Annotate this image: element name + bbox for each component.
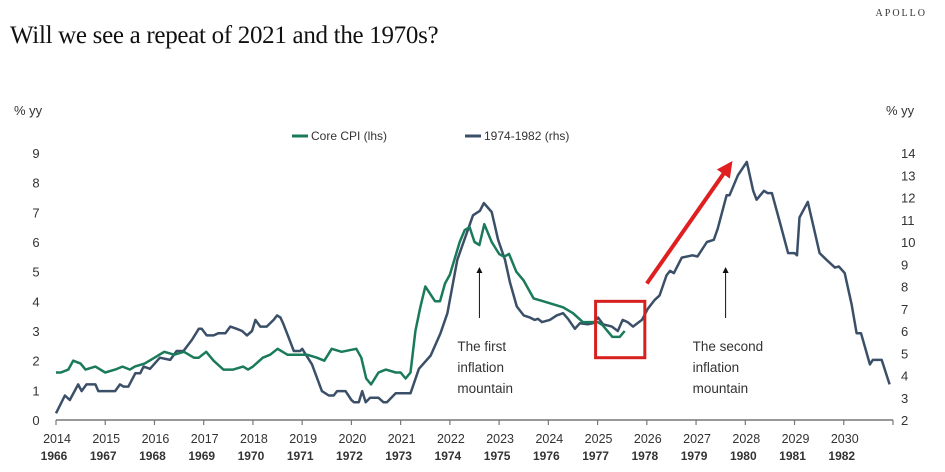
- x-tick-label-1970s-year: 1976: [533, 449, 560, 463]
- y-right-tick-label: 5: [901, 346, 908, 361]
- x-tick-label-year: 2023: [486, 432, 514, 446]
- x-tick-label-year: 2021: [388, 432, 416, 446]
- x-tick-label-year: 2028: [732, 432, 760, 446]
- x-tick-label-1970s-year: 1969: [188, 449, 215, 463]
- y-left-tick-label: 1: [32, 383, 39, 398]
- y-right-tick-label: 10: [901, 235, 915, 250]
- x-tick-label-1970s-year: 1979: [681, 449, 708, 463]
- annotation-text: mountain: [693, 381, 749, 396]
- y-left-tick-label: 4: [32, 294, 39, 309]
- y-right-tick-label: 8: [901, 280, 908, 295]
- page-title: Will we see a repeat of 2021 and the 197…: [10, 22, 439, 49]
- annotation-text: mountain: [457, 381, 513, 396]
- y-right-tick-label: 4: [901, 369, 908, 384]
- y-right-tick-label: 7: [901, 302, 908, 317]
- annotation-text: inflation: [457, 360, 504, 375]
- y-right-tick-label: 12: [901, 191, 915, 206]
- x-tick-label-year: 2019: [289, 432, 317, 446]
- x-tick-label-1970s-year: 1978: [631, 449, 658, 463]
- y-right-tick-label: 6: [901, 324, 908, 339]
- x-tick-label-1970s-year: 1981: [779, 449, 806, 463]
- y-right-tick-label: 11: [901, 213, 915, 228]
- x-tick-label-year: 2029: [782, 432, 810, 446]
- legend: Core CPI (lhs) 1974-1982 (rhs): [292, 129, 569, 143]
- y-left-tick-label: 3: [32, 324, 39, 339]
- trend-arrow: [645, 160, 733, 285]
- annotation-text: The first: [457, 339, 506, 354]
- x-tick-label-1970s-year: 1968: [139, 449, 166, 463]
- y-right-tick-label: 3: [901, 391, 908, 406]
- x-tick-label-1970s-year: 1971: [287, 449, 314, 463]
- x-tick-label-1970s-year: 1967: [90, 449, 117, 463]
- annotation-text: The second: [693, 339, 764, 354]
- x-tick-label-year: 2018: [240, 432, 268, 446]
- x-tick-label-year: 2015: [92, 432, 120, 446]
- y-left-tick-label: 2: [32, 354, 39, 369]
- x-tick-label-year: 2022: [437, 432, 465, 446]
- y-right-tick-label: 13: [901, 168, 915, 183]
- x-tick-label-year: 2026: [634, 432, 662, 446]
- x-tick-label-1970s-year: 1980: [730, 449, 757, 463]
- x-tick-label-year: 2027: [683, 432, 711, 446]
- annotation-text: inflation: [693, 360, 740, 375]
- x-tick-label-1970s-year: 1973: [385, 449, 412, 463]
- y-left-tick-label: 8: [32, 176, 39, 191]
- series-line-core-cpi: [56, 222, 626, 386]
- x-tick-label-year: 2024: [535, 432, 563, 446]
- y-right-tick-label: 14: [901, 146, 915, 161]
- y-right-tick-label: 2: [901, 413, 908, 428]
- x-tick-label-year: 2025: [585, 432, 613, 446]
- x-tick-label-year: 2017: [191, 432, 219, 446]
- x-tick-label-year: 2016: [142, 432, 170, 446]
- apollo-logo: APOLLO: [875, 8, 927, 19]
- legend-label-core-cpi: Core CPI (lhs): [311, 129, 387, 143]
- x-tick-label-1970s-year: 1972: [336, 449, 363, 463]
- x-tick-label-1970s-year: 1975: [484, 449, 511, 463]
- x-tick-label-year: 2014: [43, 432, 71, 446]
- x-tick-label-1970s-year: 1977: [582, 449, 609, 463]
- highlight-box: [594, 299, 647, 360]
- x-tick-label-1970s-year: 1974: [435, 449, 462, 463]
- y-left-tick-label: 9: [32, 146, 39, 161]
- x-tick-label-1970s-year: 1982: [828, 449, 855, 463]
- x-tick-label-year: 2020: [339, 432, 367, 446]
- y-left-tick-label: 5: [32, 265, 39, 280]
- y-left-tick-label: 6: [32, 235, 39, 250]
- x-tick-label-year: 2030: [831, 432, 859, 446]
- left-axis-label: % yy: [14, 103, 43, 118]
- y-right-tick-label: 9: [901, 257, 908, 272]
- legend-label-1974-1982: 1974-1982 (rhs): [484, 129, 569, 143]
- series-line-1974-1982: [54, 160, 891, 414]
- y-left-tick-label: 7: [32, 205, 39, 220]
- x-tick-label-1970s-year: 1970: [238, 449, 265, 463]
- y-left-tick-label: 0: [32, 413, 39, 428]
- right-axis-label: % yy: [886, 103, 915, 118]
- x-tick-label-1970s-year: 1966: [41, 449, 68, 463]
